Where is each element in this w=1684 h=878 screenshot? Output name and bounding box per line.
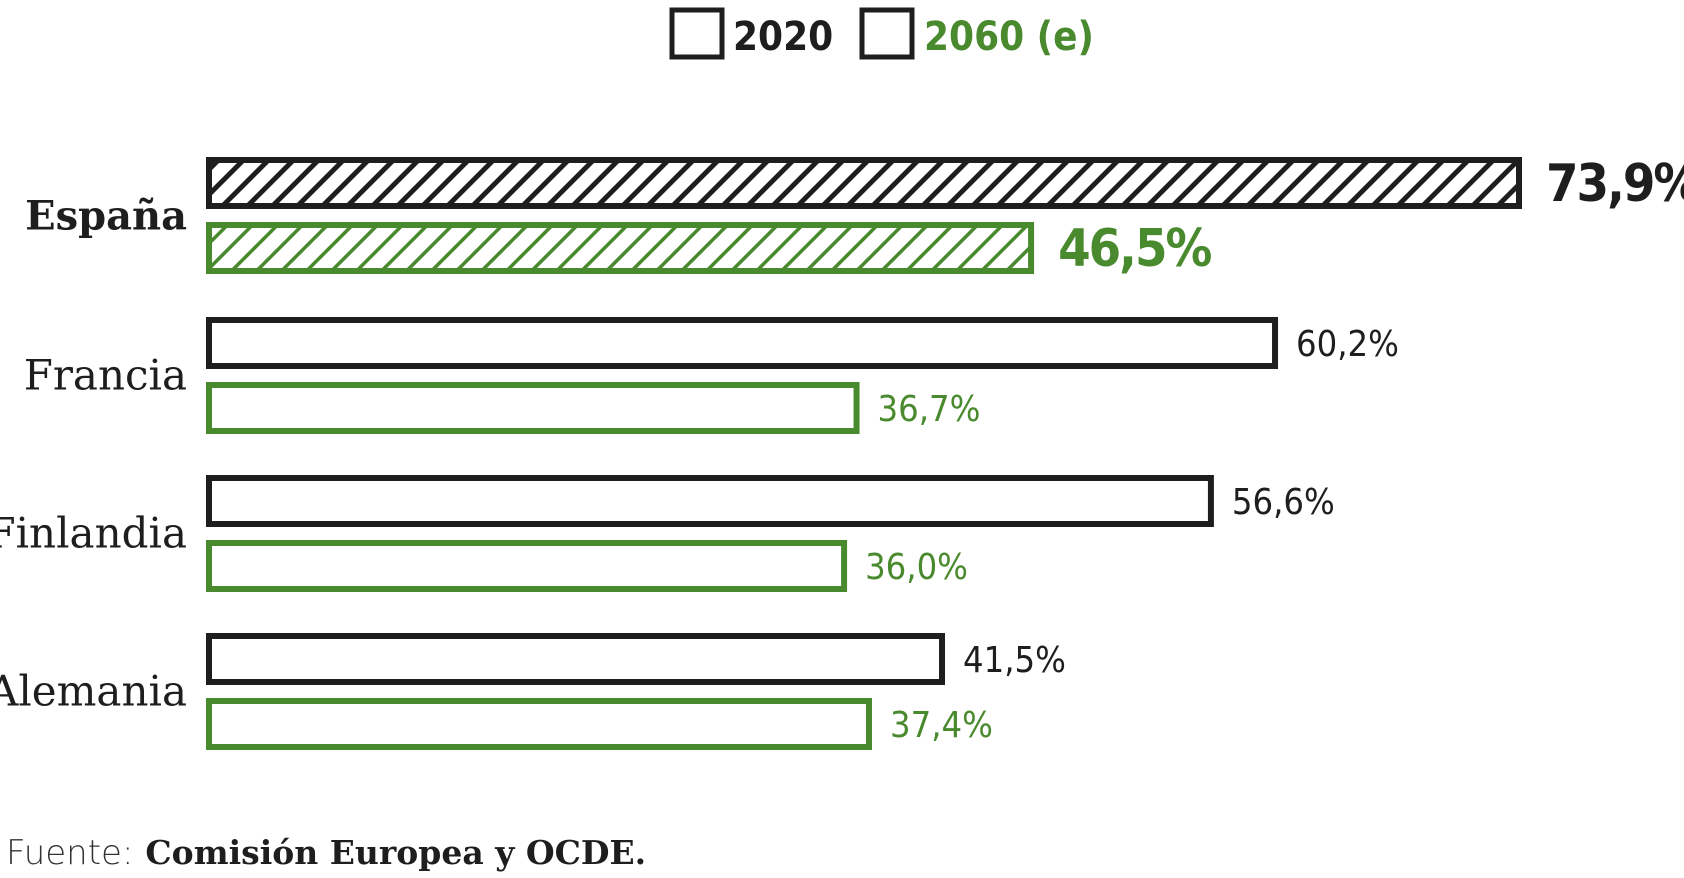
bar-francia-2020: [206, 317, 1279, 369]
value-label-finlandia-2060-e: 36,0%: [865, 547, 968, 588]
legend-swatch-2060: [859, 7, 915, 60]
legend-label-2060: 2060 (e): [924, 14, 1094, 60]
value-label-espana-2060-e: 46,5%: [1058, 219, 1211, 279]
legend-label-2020: 2020: [733, 14, 833, 60]
value-label-finlandia-2020: 56,6%: [1232, 482, 1335, 523]
category-label-espana: España: [25, 193, 187, 240]
source-prefix: Fuente:: [6, 833, 133, 873]
value-label-francia-2060-e: 36,7%: [878, 389, 981, 430]
source-note: Fuente: Comisión Europea y OCDE.: [6, 833, 646, 873]
bar-espana-2060-e: [206, 222, 1035, 274]
source-name: Comisión Europea y OCDE.: [145, 833, 646, 872]
bar-alemania-2060-e: [206, 698, 873, 750]
bars: España 73,9% 46,5% Francia 60,2% 36,7% Finland…: [0, 154, 1684, 750]
bar-finlandia-2020: [206, 475, 1214, 527]
bar-finlandia-2060-e: [206, 540, 848, 592]
value-label-alemania-2020: 41,5%: [963, 640, 1066, 681]
bar-alemania-2020: [206, 633, 946, 685]
bar-espana-2020: [206, 157, 1522, 209]
bar-francia-2060-e: [206, 382, 860, 434]
value-label-alemania-2060-e: 37,4%: [890, 705, 993, 746]
category-label-alemania: Alemania: [0, 667, 187, 716]
value-label-espana-2020: 73,9%: [1546, 154, 1684, 214]
category-label-finlandia: Finlandia: [0, 509, 187, 558]
legend-swatch-2020: [669, 7, 725, 60]
value-label-francia-2020: 60,2%: [1296, 324, 1399, 365]
legend: 2020 2060 (e): [669, 7, 1094, 60]
category-label-francia: Francia: [24, 351, 187, 400]
